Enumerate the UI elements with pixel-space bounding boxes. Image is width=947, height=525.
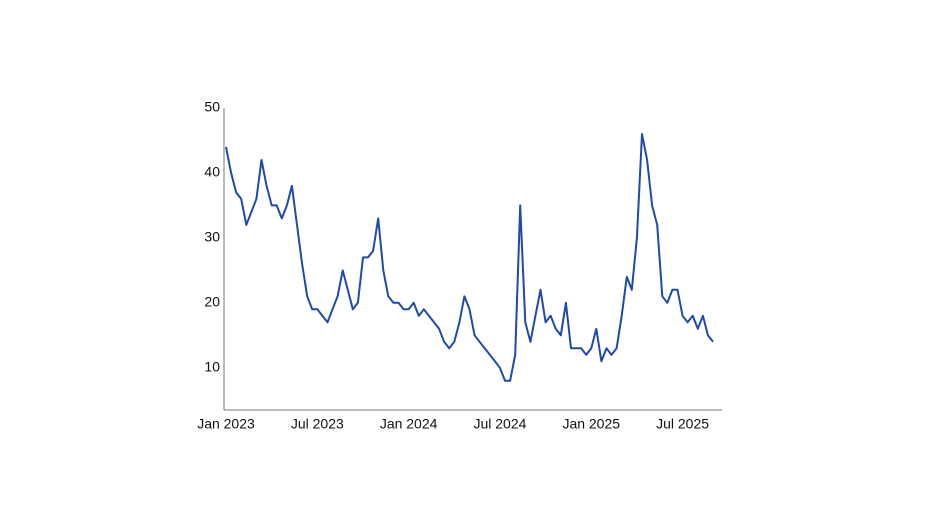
x-tick-label: Jul 2025	[656, 416, 709, 432]
x-tick-label: Jan 2023	[197, 416, 255, 432]
y-tick-label: 10	[204, 358, 220, 374]
y-tick-label: 40	[204, 164, 220, 180]
line-series	[225, 133, 714, 382]
y-tick-label: 20	[204, 294, 220, 310]
y-tick-label: 30	[204, 229, 220, 245]
x-tick-label: Jul 2023	[291, 416, 344, 432]
x-tick-label: Jan 2025	[562, 416, 620, 432]
x-tick-label: Jul 2024	[473, 416, 526, 432]
x-tick-label: Jan 2024	[380, 416, 438, 432]
y-tick-label: 50	[204, 99, 220, 115]
